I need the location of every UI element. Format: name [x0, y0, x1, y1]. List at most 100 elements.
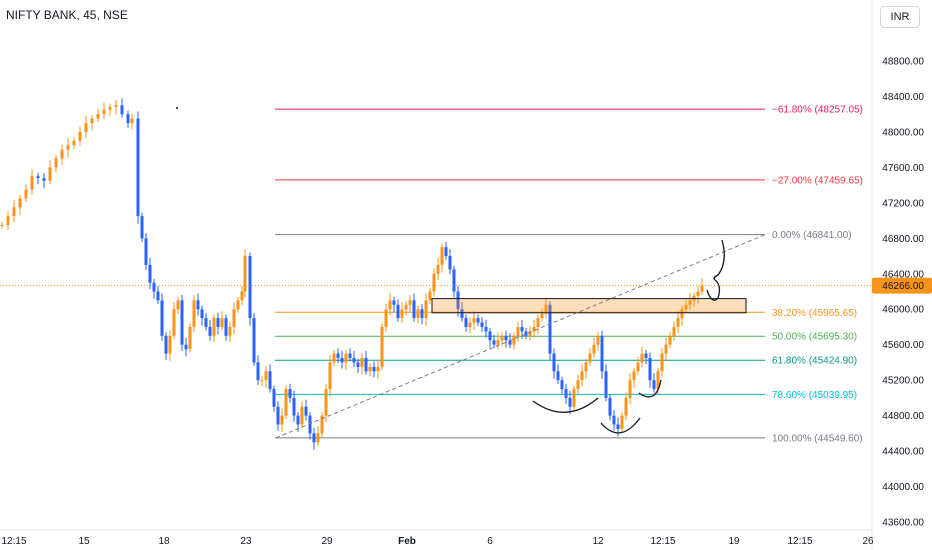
- candle: [336, 348, 340, 363]
- candle: [400, 302, 404, 323]
- time-tick-label: 12: [592, 536, 604, 547]
- candle-body: [304, 406, 308, 416]
- candle: [136, 111, 140, 224]
- candle-body: [564, 389, 568, 398]
- candle-body: [592, 344, 596, 354]
- candle-body: [312, 433, 316, 443]
- candle-body: [640, 353, 644, 363]
- candle-body: [364, 357, 368, 372]
- trend-line: [275, 234, 766, 439]
- candle: [54, 154, 58, 173]
- candle: [216, 312, 220, 335]
- candle: [620, 412, 624, 433]
- fib-level-label: 38.20% (45965.65): [772, 308, 857, 319]
- price-tick-label: 44400.00: [882, 447, 924, 458]
- candle-body: [252, 318, 256, 363]
- candle-body: [164, 335, 168, 354]
- time-tick-label: Feb: [398, 536, 416, 547]
- candle: [204, 312, 208, 331]
- candle: [30, 169, 34, 195]
- drawing-curve-right-shoulder: [638, 379, 662, 398]
- candle-body: [216, 318, 220, 327]
- candle-body: [388, 300, 392, 310]
- candle-body: [544, 304, 548, 314]
- candle-body: [72, 140, 76, 146]
- candle: [208, 319, 212, 341]
- candle: [130, 113, 134, 130]
- candle: [96, 108, 100, 123]
- candle-body: [524, 331, 528, 336]
- candle-body: [668, 335, 672, 345]
- candle-body: [292, 397, 296, 416]
- candle: [680, 305, 684, 326]
- candle-body: [492, 340, 496, 345]
- candle-body: [296, 415, 300, 425]
- candle-body: [336, 353, 340, 358]
- candle: [488, 327, 492, 348]
- candle: [180, 295, 184, 351]
- candle: [396, 299, 400, 322]
- time-axis[interactable]: 12:15 15 18 23 29 Feb 6 12 12:15 19 12:15 26: [0, 529, 874, 547]
- price-tick-label: 44800.00: [882, 411, 924, 422]
- candle: [628, 373, 632, 405]
- candle-body: [400, 309, 404, 319]
- candle-body: [520, 326, 524, 332]
- candle-body: [24, 189, 28, 199]
- candle: [292, 390, 296, 422]
- candle-body: [376, 366, 380, 372]
- candle: [436, 257, 440, 280]
- candle-body: [36, 176, 40, 179]
- candle-body: [236, 300, 240, 310]
- price-axis[interactable]: 48800.00 48400.00 48000.00 47600.00 47200.00…: [871, 0, 932, 550]
- candle: [392, 296, 396, 313]
- price-tick-label: 43600.00: [882, 518, 924, 529]
- candle-body: [356, 362, 360, 367]
- candle: [608, 394, 612, 421]
- candle: [480, 317, 484, 332]
- candle: [284, 385, 288, 420]
- candle-body: [348, 353, 352, 358]
- candle-body: [604, 371, 608, 398]
- fibonacci-retracement[interactable]: −61.80% (48257.05) −27.00% (47459.65) 0.00…: [0, 105, 872, 445]
- candle: [324, 383, 328, 422]
- candle-body: [284, 389, 288, 416]
- price-tick-label: 45600.00: [882, 340, 924, 351]
- candle: [612, 410, 616, 431]
- candle: [6, 210, 10, 230]
- candle: [60, 144, 64, 165]
- candle: [660, 348, 664, 378]
- candle-body: [96, 114, 100, 119]
- fib-level-label: 50.00% (45695.30): [772, 332, 857, 343]
- currency-button[interactable]: INR: [880, 6, 920, 28]
- drawing-curve-projection: [706, 239, 725, 301]
- candle: [256, 355, 260, 386]
- candle-body: [392, 300, 396, 305]
- candle: [152, 279, 156, 300]
- candle: [148, 257, 152, 289]
- candle: [568, 390, 572, 415]
- candle-body: [240, 291, 244, 301]
- candle: [652, 373, 656, 393]
- candle: [388, 293, 392, 316]
- candle: [316, 426, 320, 446]
- candle: [448, 248, 452, 275]
- candle-body: [42, 178, 46, 181]
- candle-body: [54, 158, 58, 168]
- candle-body: [188, 326, 192, 350]
- candle: [416, 305, 420, 323]
- candle: [126, 110, 130, 128]
- candle: [696, 286, 700, 304]
- candle-body: [568, 397, 572, 407]
- candle-body: [468, 322, 472, 327]
- candle-body: [248, 256, 252, 319]
- candle-body: [612, 415, 616, 425]
- candle: [632, 367, 636, 388]
- candle-body: [272, 389, 276, 407]
- candle-body: [200, 309, 204, 319]
- candle: [372, 361, 376, 378]
- candle-body: [472, 318, 476, 323]
- user-drawings[interactable]: [176, 107, 766, 439]
- candle: [236, 296, 240, 313]
- candle: [102, 102, 106, 120]
